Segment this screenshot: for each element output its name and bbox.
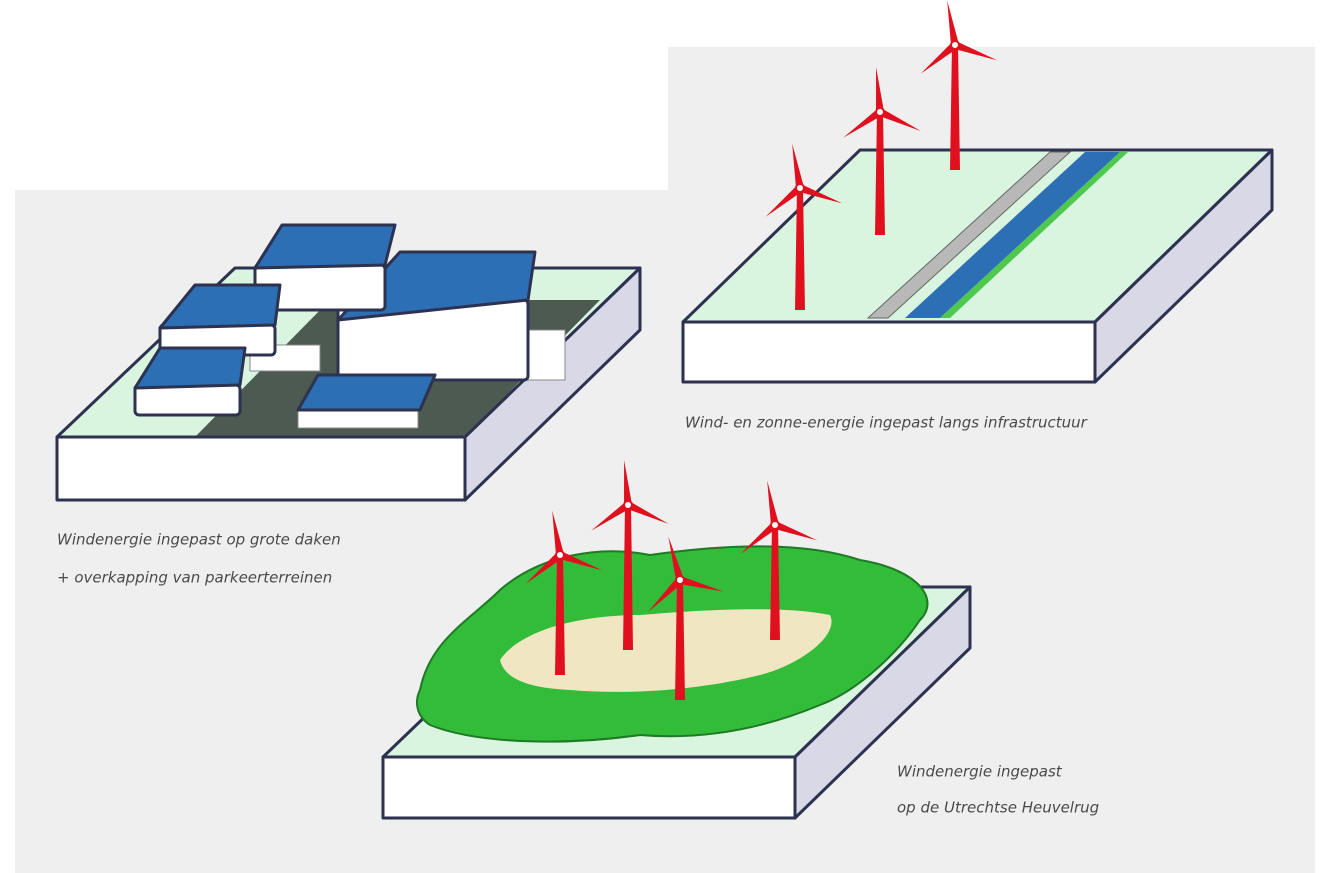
solar-strip — [905, 152, 1120, 318]
turbine-hub — [770, 520, 780, 530]
turbine-blade — [765, 184, 803, 217]
turbine-hub — [555, 550, 565, 560]
turbine-tower — [795, 188, 805, 310]
turbine-hub — [623, 500, 633, 510]
turbine-tower — [555, 555, 565, 675]
rooftop-block — [55, 223, 642, 502]
block-front — [55, 435, 467, 502]
turbine-blade — [591, 501, 631, 531]
turbine-blade — [767, 480, 779, 526]
infrastructure-block — [681, 148, 1274, 384]
heuvelrug-block — [381, 545, 972, 820]
turbine-blade — [552, 510, 564, 556]
turbine-blade — [792, 143, 804, 189]
turbine-hub — [950, 40, 960, 50]
caption: op de Utrechtse Heuvelrug — [897, 799, 1099, 817]
turbine-blade — [525, 551, 563, 584]
caption: + overkapping van parkeerterreinen — [57, 569, 332, 587]
caption: Windenergie ingepast — [897, 763, 1063, 781]
turbine-blade — [558, 551, 603, 571]
turbine-blade — [773, 521, 818, 541]
turbine-blade — [668, 536, 684, 582]
block-front — [681, 320, 1097, 384]
caption: Wind- en zonne-energie ingepast langs in… — [685, 414, 1088, 432]
wind-turbine — [843, 67, 921, 235]
turbine-blade — [878, 108, 921, 132]
turbine-blade — [626, 501, 669, 525]
turbine-blade — [843, 108, 883, 138]
turbine-hub — [795, 183, 805, 193]
turbine-tower — [950, 45, 960, 170]
clearing — [500, 609, 832, 692]
turbine-tower — [770, 525, 780, 640]
turbine-tower — [623, 505, 633, 650]
parking-canopy — [296, 373, 437, 412]
wind-turbine — [920, 0, 998, 170]
turbine-blade — [624, 460, 632, 506]
turbine-blade — [740, 521, 778, 554]
building — [253, 223, 397, 312]
building — [133, 346, 247, 417]
wind-turbine — [740, 480, 818, 640]
turbine-hub — [675, 575, 685, 585]
road — [866, 151, 1072, 319]
turbine-blade — [920, 41, 958, 74]
turbine-tower — [675, 580, 685, 700]
turbine-blade — [947, 0, 959, 46]
turbine-tower — [875, 112, 885, 235]
green-strip — [940, 152, 1128, 318]
turbine-blade — [876, 67, 884, 113]
parking-spots — [297, 409, 419, 429]
wind-turbine — [648, 536, 724, 700]
turbine-blade — [648, 577, 683, 612]
turbine-hub — [875, 107, 885, 117]
wind-turbine — [525, 510, 603, 675]
turbine-blade — [798, 184, 843, 204]
caption: Windenergie ingepast op grote daken — [57, 531, 341, 549]
block-front — [381, 755, 797, 820]
turbine-blade — [953, 41, 998, 61]
wind-turbine — [765, 143, 843, 310]
wind-turbine — [591, 460, 669, 650]
turbine-blade — [678, 576, 724, 592]
